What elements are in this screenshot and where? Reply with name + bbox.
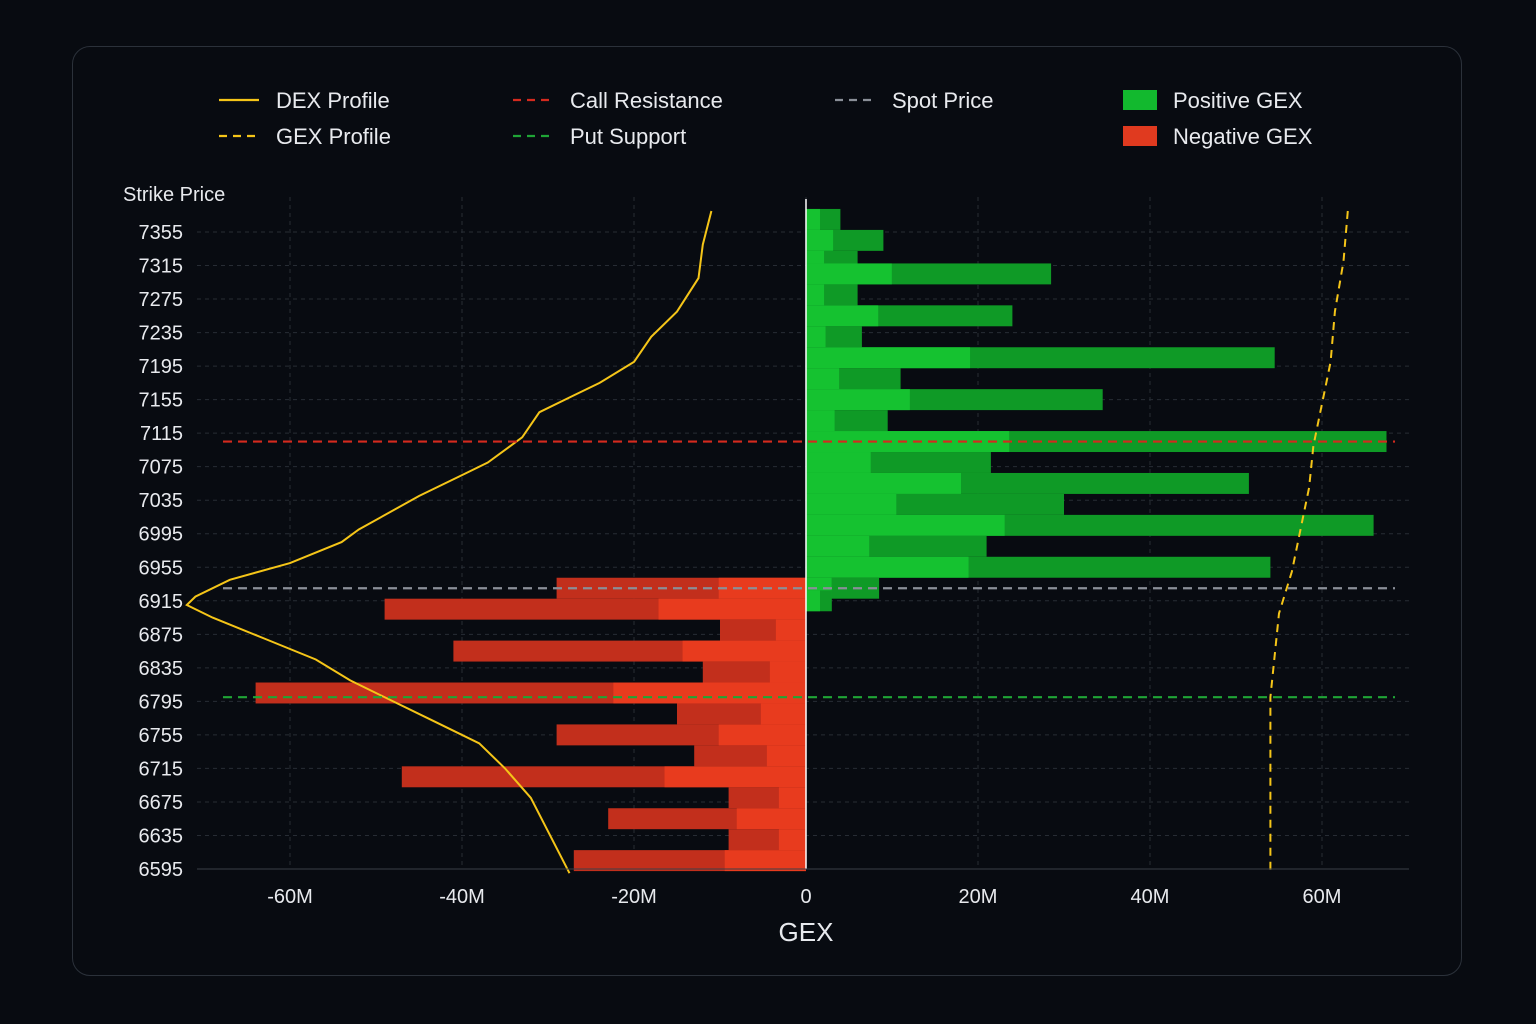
x-tick-label: 20M	[959, 886, 998, 908]
x-tick-label: -40M	[439, 886, 485, 908]
x-tick-label: 0	[800, 886, 811, 908]
y-tick-label: 7275	[139, 289, 184, 311]
legend-item: DEX Profile	[219, 88, 390, 113]
negative-gex-bar-core	[736, 808, 806, 830]
legend-item: Negative GEX	[1123, 124, 1313, 149]
negative-gex-bar-core	[658, 598, 806, 620]
positive-gex-bar-core	[806, 208, 820, 230]
y-tick-label: 7355	[139, 222, 184, 244]
axes: 7355 7315 7275 7235 7195 7155 7115 7075 7035 6995…	[123, 184, 1409, 947]
positive-gex-bar-core	[806, 556, 969, 578]
legend-label: DEX Profile	[276, 88, 390, 113]
positive-gex-bar-core	[806, 535, 870, 557]
negative-gex-bar-core	[778, 829, 806, 851]
legend-item: Spot Price	[835, 88, 994, 113]
positive-gex-bar-core	[806, 347, 971, 369]
negative-gex-bar-core	[766, 745, 806, 767]
profile-lines	[185, 210, 1349, 874]
level-lines	[223, 440, 1395, 699]
y-tick-label: 6675	[139, 792, 184, 814]
x-tick-label: 40M	[1131, 886, 1170, 908]
y-tick-label: 6595	[139, 859, 184, 881]
y-tick-label: 6755	[139, 725, 184, 747]
negative-gex-bar-core	[613, 682, 806, 704]
negative-gex-bar-core	[775, 619, 806, 641]
gex-profile-line	[1269, 210, 1349, 874]
y-tick-label: 6835	[139, 658, 184, 680]
y-tick-label: 7115	[140, 423, 183, 445]
x-tick-label: -60M	[267, 886, 313, 908]
positive-gex-bar-core	[806, 493, 897, 515]
negative-gex-bar-core	[682, 640, 806, 662]
y-tick-label: 6915	[139, 591, 184, 613]
positive-gex-bar-core	[806, 263, 892, 285]
y-axis-title: Strike Price	[123, 184, 225, 206]
positive-gex-bar-core	[806, 590, 820, 612]
y-tick-label: 6795	[139, 691, 184, 713]
legend-label: Call Resistance	[570, 88, 723, 113]
legend-item: Put Support	[513, 124, 686, 149]
positive-gex-bar-core	[806, 389, 910, 411]
y-tick-label: 7075	[139, 457, 184, 479]
positive-gex-bar-core	[806, 452, 871, 473]
y-tick-label: 7235	[139, 323, 184, 345]
x-axis-title: GEX	[779, 917, 834, 947]
y-tick-label: 6635	[139, 825, 184, 847]
legend-label: Negative GEX	[1173, 124, 1313, 149]
negative-gex-bar-core	[778, 787, 806, 809]
legend-label: Spot Price	[892, 88, 994, 113]
negative-gex-bar-core	[724, 850, 806, 872]
negative-gex-bar-core	[718, 577, 806, 599]
positive-gex-bar-core	[806, 305, 879, 327]
positive-gex-bar-core	[806, 229, 834, 251]
positive-gex-bar-core	[806, 431, 1010, 453]
positive-gex-bar-core	[806, 514, 1005, 536]
legend-swatch	[1123, 126, 1157, 146]
y-tick-label: 7315	[139, 256, 184, 278]
y-tick-label: 7195	[139, 356, 184, 378]
positive-gex-bar-core	[806, 368, 840, 390]
y-tick-label: 6715	[139, 758, 184, 780]
y-tick-label: 6955	[139, 557, 184, 579]
legend-label: GEX Profile	[276, 124, 391, 149]
negative-gex-bar-core	[664, 766, 806, 788]
positive-gex-bar-core	[806, 284, 825, 306]
x-tick-label: -20M	[611, 886, 657, 908]
y-tick-label: 6875	[139, 624, 184, 646]
legend-swatch	[1123, 90, 1157, 110]
positive-gex-bar-core	[806, 410, 835, 432]
legend-item: Positive GEX	[1123, 88, 1303, 113]
legend-label: Positive GEX	[1173, 88, 1303, 113]
legend-item: Call Resistance	[513, 88, 723, 113]
y-tick-label: 7155	[139, 390, 184, 412]
legend-item: GEX Profile	[219, 124, 391, 149]
positive-gex-bar-core	[806, 326, 826, 348]
positive-gex-bar-core	[806, 472, 962, 494]
legend-label: Put Support	[570, 124, 686, 149]
gex-bars	[255, 208, 1387, 872]
chart-card: 7355 7315 7275 7235 7195 7155 7115 7075 7035 6995…	[72, 46, 1462, 976]
gex-chart: 7355 7315 7275 7235 7195 7155 7115 7075 7035 6995…	[123, 88, 1409, 947]
y-tick-label: 7035	[139, 490, 184, 512]
negative-gex-bar-core	[769, 661, 806, 683]
dex-profile-line	[185, 210, 713, 874]
x-tick-label: 60M	[1303, 886, 1342, 908]
negative-gex-bar-core	[718, 724, 806, 746]
y-tick-label: 6995	[139, 524, 184, 546]
negative-gex-bar-core	[760, 703, 806, 725]
legend: DEX Profile GEX Profile Call Resistance Put…	[219, 88, 1313, 149]
